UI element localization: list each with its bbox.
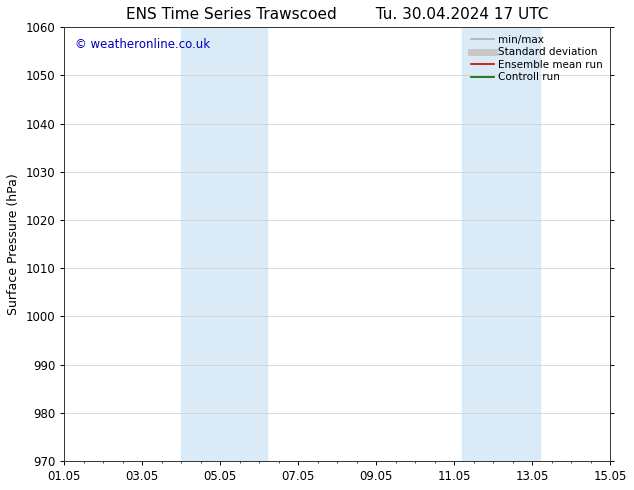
Bar xyxy=(462,27,540,461)
Title: ENS Time Series Trawscoed        Tu. 30.04.2024 17 UTC: ENS Time Series Trawscoed Tu. 30.04.2024… xyxy=(126,7,548,22)
Text: © weatheronline.co.uk: © weatheronline.co.uk xyxy=(75,38,210,51)
Legend: min/max, Standard deviation, Ensemble mean run, Controll run: min/max, Standard deviation, Ensemble me… xyxy=(469,32,605,84)
Y-axis label: Surface Pressure (hPa): Surface Pressure (hPa) xyxy=(7,173,20,315)
Bar xyxy=(181,27,267,461)
